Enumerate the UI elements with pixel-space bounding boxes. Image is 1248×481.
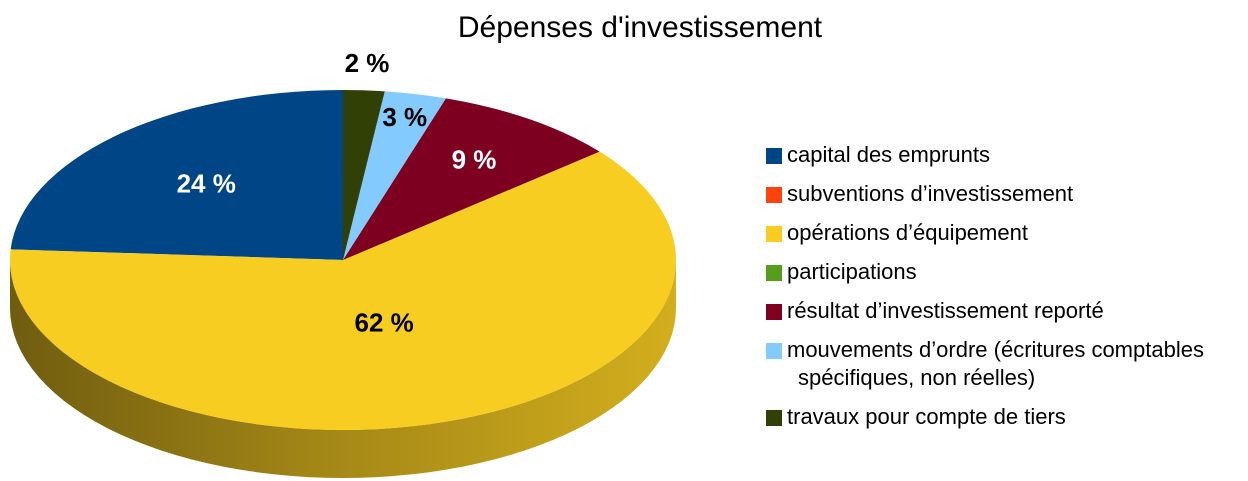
legend-swatch <box>766 265 782 281</box>
legend-swatch <box>766 304 782 320</box>
legend-swatch <box>766 410 782 426</box>
legend-swatch <box>766 148 782 164</box>
legend-label: capital des emprunts <box>787 142 990 167</box>
data-label: 62 % <box>355 308 414 338</box>
legend-label: opérations d’équipement <box>787 220 1028 245</box>
legend-label: participations <box>787 259 917 284</box>
slice <box>343 90 385 260</box>
legend-label: travaux pour compte de tiers <box>787 404 1066 429</box>
slice <box>10 90 343 260</box>
legend-swatch <box>766 226 782 242</box>
slice <box>343 98 600 260</box>
slice <box>343 91 446 260</box>
legend-label: mouvements d’ordre (écritures comptables… <box>787 337 1210 390</box>
chart-title: Dépenses d'investissement <box>458 11 823 44</box>
legend-swatch <box>766 343 782 359</box>
data-label: 2 % <box>345 48 390 78</box>
legend-label: subventions d’investissement <box>787 181 1073 206</box>
slice-side-shade <box>10 260 676 478</box>
legend-label: résultat d’investissement reporté <box>787 298 1104 323</box>
legend-swatch <box>766 187 782 203</box>
data-label: 3 % <box>382 102 427 132</box>
data-label: 9 % <box>452 144 497 174</box>
slice <box>10 151 677 430</box>
data-label: 24 % <box>177 169 236 199</box>
